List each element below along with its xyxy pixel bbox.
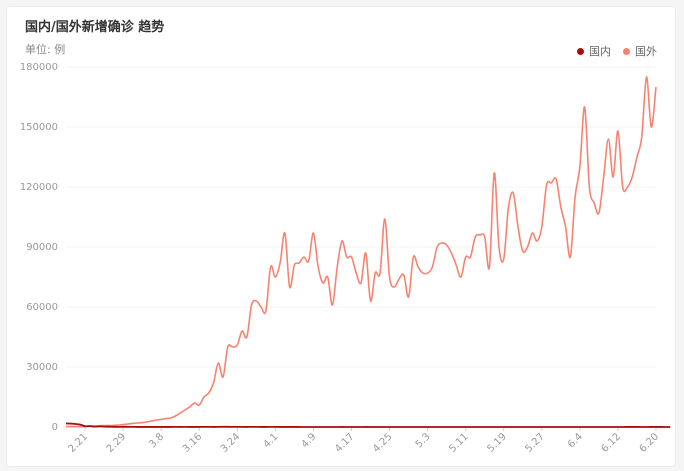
x-tick-label: 5.11 (447, 431, 471, 455)
y-tick-label: 180000 (20, 62, 58, 73)
x-tick-label: 4.17 (333, 431, 357, 455)
x-tick-label: 2.21 (67, 431, 91, 455)
x-tick-label: 6.4 (566, 431, 585, 450)
series-line-foreign (66, 76, 657, 428)
legend-foreign-label: 国外 (635, 45, 657, 58)
x-tick-label: 5.19 (485, 431, 509, 455)
legend-domestic-dot-icon (577, 47, 584, 55)
legend-domestic-label: 国内 (589, 45, 611, 58)
x-tick-label: 6.12 (600, 431, 624, 455)
x-tick-label: 5.27 (523, 431, 547, 455)
y-tick-label: 90000 (26, 242, 58, 253)
y-tick-label: 150000 (20, 122, 58, 133)
x-tick-label: 3.24 (219, 431, 243, 455)
chart-title: 国内/国外新增确诊 趋势 (25, 20, 165, 35)
x-tick-label: 4.1 (261, 431, 280, 450)
chart-card: 国内/国外新增确诊 趋势 单位: 例 国内 国外 (6, 6, 676, 467)
x-tick-label: 5.3 (414, 431, 433, 450)
legend-item-foreign[interactable]: 国外 (623, 43, 657, 59)
y-tick-label: 30000 (26, 362, 58, 373)
y-tick-label: 0 (52, 422, 58, 433)
x-tick-label: 4.25 (371, 431, 395, 455)
x-tick-label: 3.8 (147, 431, 166, 450)
x-tick-label: 4.9 (300, 431, 319, 450)
x-tick-label: 3.16 (181, 431, 205, 455)
unit-label: 单位: 例 (25, 43, 66, 56)
chart-legend: 国内 国外 (577, 43, 657, 59)
x-tick-label: 2.29 (105, 431, 129, 455)
legend-foreign-dot-icon (623, 47, 630, 55)
series-line-domestic (65, 422, 671, 428)
y-tick-label: 60000 (26, 302, 58, 313)
x-tick-label: 6.20 (638, 431, 662, 455)
legend-item-domestic[interactable]: 国内 (577, 43, 611, 59)
y-tick-label: 120000 (20, 182, 58, 193)
